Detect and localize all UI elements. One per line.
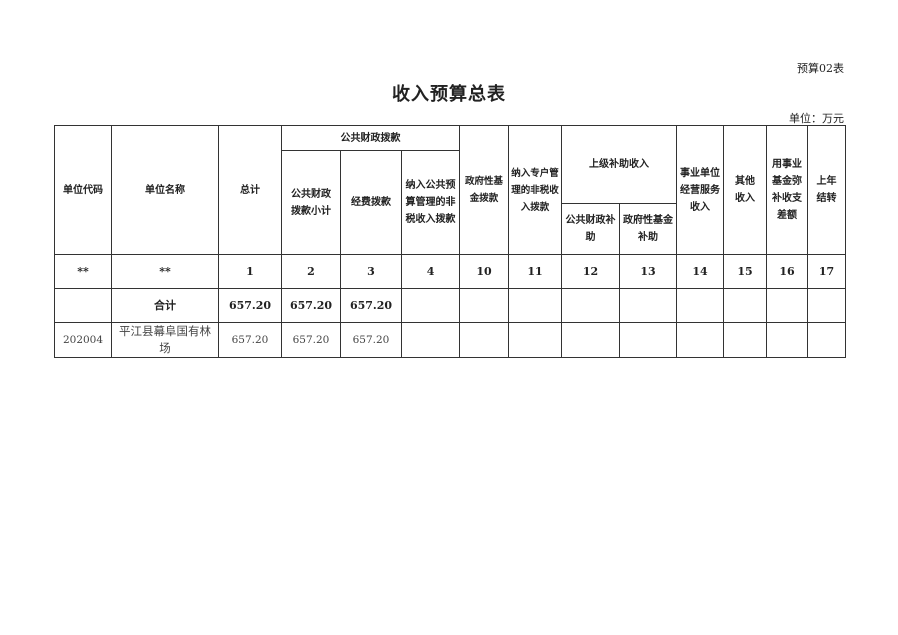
- header-total: 总计: [218, 125, 282, 255]
- index-cell: 17: [807, 254, 847, 289]
- header-pf-subtotal: 公共财政 拨款小计: [281, 150, 341, 255]
- cell-value: 657.20: [340, 288, 402, 323]
- cell-value: 657.20: [218, 322, 282, 358]
- cell-value: [766, 322, 809, 358]
- cell-value: [676, 288, 725, 323]
- cell-value: [619, 322, 678, 358]
- table-row: 202004 平江县幕阜国有林场 657.20 657.20 657.20: [54, 322, 847, 358]
- header-code: 单位代码: [54, 125, 112, 255]
- cell-value: [400, 288, 461, 323]
- cell-value: [400, 322, 461, 358]
- cell-code: [54, 288, 112, 323]
- header-sup-public: 公共财政补 助: [561, 203, 621, 255]
- header-other: 其他 收入: [723, 125, 768, 255]
- cell-value: [508, 322, 563, 358]
- cell-value: 657.20: [281, 322, 341, 358]
- cell-value: [619, 288, 678, 323]
- header-pf-funds: 经费拨款: [340, 150, 402, 255]
- header-special-nontax: 纳入专户管 理的非税收 入拨款: [508, 125, 563, 255]
- cell-value: [807, 322, 847, 358]
- cell-name: 平江县幕阜国有林场: [111, 322, 219, 358]
- index-cell: **: [111, 254, 219, 289]
- page-title: 收入预算总表: [392, 84, 506, 105]
- cell-value: [766, 288, 809, 323]
- cell-value: 657.20: [340, 322, 402, 358]
- index-cell: 16: [766, 254, 809, 289]
- unit-label: 单位：万元: [789, 112, 844, 125]
- header-business: 事业单位 经营服务 收入: [676, 125, 725, 255]
- form-number: 预算02表: [797, 62, 844, 75]
- index-row: ** ** 1 2 3 4 10 11 12 13 14 15 16 17: [54, 254, 847, 289]
- index-cell: 10: [459, 254, 510, 289]
- cell-value: [508, 288, 563, 323]
- index-cell: 1: [218, 254, 282, 289]
- cell-value: [676, 322, 725, 358]
- index-cell: **: [54, 254, 112, 289]
- header-reserve: 用事业 基金弥 补收支 差额: [766, 125, 809, 255]
- index-cell: 4: [400, 254, 461, 289]
- cell-value: [723, 322, 768, 358]
- cell-value: 657.20: [218, 288, 282, 323]
- total-row: 合计 657.20 657.20 657.20: [54, 288, 847, 323]
- header-name: 单位名称: [111, 125, 219, 255]
- index-cell: 2: [281, 254, 341, 289]
- cell-value: [561, 322, 621, 358]
- cell-value: [459, 288, 510, 323]
- index-cell: 13: [619, 254, 678, 289]
- header-public-finance: 公共财政拨款: [280, 125, 461, 151]
- header-gov-fund: 政府性基 金拨款: [459, 125, 510, 255]
- header-superior: 上级补助收入: [561, 125, 678, 204]
- index-cell: 3: [340, 254, 402, 289]
- cell-name: 合计: [111, 288, 219, 323]
- cell-value: 657.20: [281, 288, 341, 323]
- header-pf-nontax: 纳入公共预 算管理的非 税收入拨款: [400, 150, 461, 255]
- cell-value: [807, 288, 847, 323]
- cell-value: [723, 288, 768, 323]
- cell-value: [459, 322, 510, 358]
- header-carryover: 上年 结转: [807, 125, 847, 255]
- income-budget-table: 单位代码 单位名称 总计 公共财政拨款 政府性基 金拨款 纳入专户管 理的非税收…: [54, 125, 847, 358]
- index-cell: 14: [676, 254, 725, 289]
- index-cell: 11: [508, 254, 563, 289]
- index-cell: 12: [561, 254, 621, 289]
- cell-code: 202004: [54, 322, 112, 358]
- index-cell: 15: [723, 254, 768, 289]
- cell-value: [561, 288, 621, 323]
- header-sup-gov: 政府性基金 补助: [619, 203, 678, 255]
